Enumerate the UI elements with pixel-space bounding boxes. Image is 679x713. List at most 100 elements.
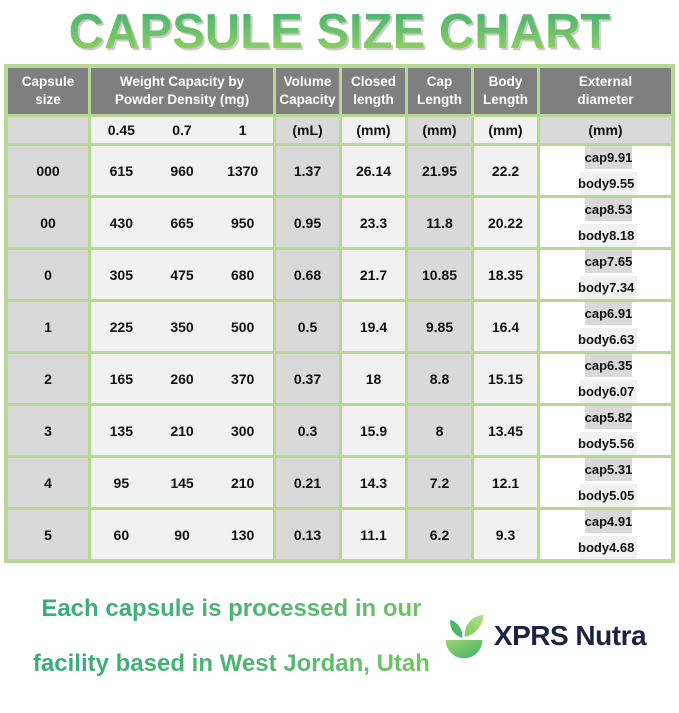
leaf-bowl-logo-icon (445, 614, 484, 659)
weight-capacity-values: 165 260 370 (91, 354, 273, 403)
weight-at-07: 210 (170, 422, 194, 439)
volume-capacity-value: 0.3 (276, 406, 339, 455)
cap-label: cap (584, 306, 608, 321)
cap-label: cap (584, 358, 608, 373)
body-length-value: 18.35 (474, 250, 537, 299)
closed-length-value: 11.1 (342, 510, 405, 559)
header-external-diameter: External diameter (540, 68, 671, 114)
footer: Each capsule is processed in our facilit… (0, 563, 679, 713)
external-diameter-cap-row: cap 6.35 (584, 354, 633, 377)
cap-length-value: 8 (408, 406, 471, 455)
cap-length-value: 6.2 (408, 510, 471, 559)
external-diameter-body-row: body 6.07 (578, 380, 637, 403)
weight-at-1: 210 (230, 474, 255, 491)
cap-label: cap (584, 514, 608, 529)
capsule-size-value: 3 (8, 406, 88, 455)
volume-capacity-value: 0.95 (276, 198, 339, 247)
closed-length-value: 21.7 (342, 250, 405, 299)
cap-length-value: 7.2 (408, 458, 471, 507)
weight-at-045: 135 (109, 422, 133, 439)
external-diameter-body-row: body 5.56 (578, 432, 637, 455)
weight-at-07: 260 (170, 370, 194, 387)
cap-label: cap (584, 254, 608, 269)
weight-at-07: 960 (170, 162, 194, 179)
cap-diameter-value: 5.31 (607, 462, 633, 477)
external-diameter-cell: cap 6.91 body 6.63 (540, 302, 671, 351)
weight-capacity-values: 305 475 680 (91, 250, 273, 299)
weight-at-1: 370 (230, 370, 255, 387)
body-label: body (578, 332, 610, 347)
capsule-size-value: 4 (8, 458, 88, 507)
cap-diameter-value: 5.82 (607, 410, 633, 425)
unit-capsule-size-empty (8, 117, 88, 143)
body-length-value: 22.2 (474, 146, 537, 195)
body-label: body (578, 176, 610, 191)
header-closed-length: Closed length (342, 68, 405, 114)
volume-capacity-value: 1.37 (276, 146, 339, 195)
weight-at-07: 665 (170, 214, 194, 231)
cap-diameter-value: 6.91 (607, 306, 633, 321)
weight-at-045: 305 (109, 266, 133, 283)
volume-capacity-value: 0.68 (276, 250, 339, 299)
external-diameter-cap-row: cap 4.91 (584, 510, 633, 533)
body-label: body (578, 384, 610, 399)
weight-capacity-values: 95 145 210 (91, 458, 273, 507)
capsule-size-value: 00 (8, 198, 88, 247)
weight-at-045: 165 (109, 370, 133, 387)
cap-label: cap (584, 462, 608, 477)
external-diameter-body-row: body 6.63 (578, 328, 637, 351)
cap-label: cap (584, 410, 608, 425)
weight-at-1: 1370 (227, 162, 259, 179)
cap-length-value: 11.8 (408, 198, 471, 247)
volume-capacity-value: 0.5 (276, 302, 339, 351)
weight-capacity-values: 615 960 1370 (91, 146, 273, 195)
capsule-size-value: 5 (8, 510, 88, 559)
header-volume-capacity: Volume Capacity (276, 68, 339, 114)
body-label: body (578, 436, 610, 451)
closed-length-value: 26.14 (342, 146, 405, 195)
external-diameter-body-row: body 4.68 (578, 536, 637, 559)
body-length-value: 12.1 (474, 458, 537, 507)
weight-at-1: 300 (230, 422, 255, 439)
weight-at-07: 90 (174, 526, 190, 543)
external-diameter-cap-row: cap 9.91 (584, 146, 633, 169)
unit-closed: (mm) (342, 117, 405, 143)
cap-diameter-value: 9.91 (607, 150, 633, 165)
cap-label: cap (584, 150, 608, 165)
external-diameter-cap-row: cap 6.91 (584, 302, 633, 325)
page: CAPSULE SIZE CHART Capsule size Weight C… (0, 2, 679, 659)
closed-length-value: 23.3 (342, 198, 405, 247)
body-diameter-value: 9.55 (609, 176, 635, 191)
capsule-size-value: 000 (8, 146, 88, 195)
weight-at-045: 225 (109, 318, 133, 335)
unit-density-07: 0.7 (172, 122, 192, 138)
brand-name: XPRS Nutra (493, 619, 647, 651)
external-diameter-cell: cap 9.91 body 9.55 (540, 146, 671, 195)
header-cap-length: Cap Length (408, 68, 471, 114)
weight-at-07: 475 (170, 266, 194, 283)
footer-caption-line2: facility based in West Jordan, Utah (32, 649, 430, 677)
weight-at-045: 95 (113, 474, 130, 491)
unit-external: (mm) (540, 117, 671, 143)
body-length-value: 13.45 (474, 406, 537, 455)
body-length-value: 16.4 (474, 302, 537, 351)
cap-length-value: 10.85 (408, 250, 471, 299)
footer-caption: Each capsule is processed in our facilit… (33, 567, 430, 705)
external-diameter-cell: cap 7.65 body 7.34 (540, 250, 671, 299)
cap-diameter-value: 6.35 (607, 358, 633, 373)
weight-at-045: 430 (109, 214, 133, 231)
capsule-size-value: 2 (8, 354, 88, 403)
external-diameter-cap-row: cap 5.31 (584, 458, 633, 481)
cap-diameter-value: 4.91 (607, 514, 633, 529)
external-diameter-cap-row: cap 8.53 (584, 198, 633, 221)
weight-at-1: 950 (230, 214, 255, 231)
external-diameter-cap-row: cap 5.82 (584, 406, 633, 429)
body-label: body (578, 488, 610, 503)
header-weight-capacity: Weight Capacity by Powder Density (mg) (91, 68, 273, 114)
body-diameter-value: 8.18 (609, 228, 635, 243)
closed-length-value: 14.3 (342, 458, 405, 507)
unit-density-1: 1 (238, 122, 247, 138)
weight-at-1: 130 (230, 526, 255, 543)
external-diameter-cap-row: cap 7.65 (584, 250, 633, 273)
page-title: CAPSULE SIZE CHART (0, 2, 679, 62)
